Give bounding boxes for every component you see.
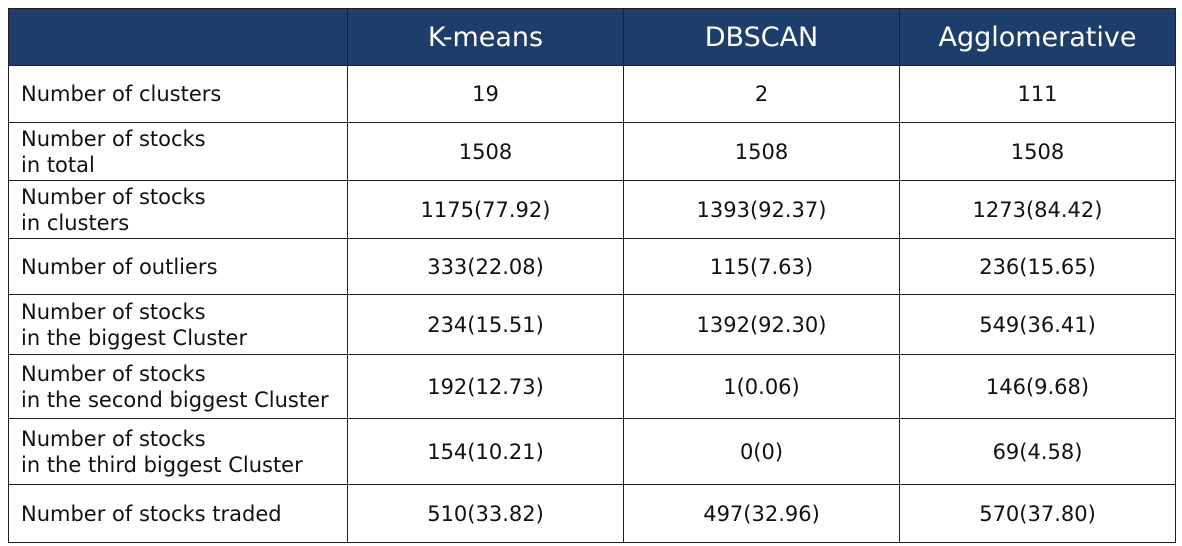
row-label: Number of stocks in clusters bbox=[8, 180, 348, 239]
row-label-line: Number of stocks bbox=[21, 426, 206, 451]
row-label: Number of stocks in the third biggest Cl… bbox=[8, 418, 348, 485]
row-label-line: Number of stocks bbox=[21, 126, 206, 151]
cell-agglomerative: 1508 bbox=[899, 122, 1176, 181]
row-label-line: Number of outliers bbox=[21, 254, 218, 279]
cell-dbscan: 1(0.06) bbox=[623, 354, 900, 419]
header-cell-agglomerative: Agglomerative bbox=[899, 8, 1176, 66]
row-label-line: Number of stocks bbox=[21, 184, 206, 209]
cell-dbscan: 497(32.96) bbox=[623, 484, 900, 543]
row-label-line: in clusters bbox=[21, 210, 130, 235]
table-row: Number of clusters 19 2 111 bbox=[8, 65, 1176, 123]
cell-dbscan: 0(0) bbox=[623, 418, 900, 485]
cell-dbscan: 115(7.63) bbox=[623, 238, 900, 295]
cell-agglomerative: 69(4.58) bbox=[899, 418, 1176, 485]
cell-agglomerative: 549(36.41) bbox=[899, 294, 1176, 355]
cell-agglomerative: 111 bbox=[899, 65, 1176, 123]
row-label-line: in total bbox=[21, 152, 95, 177]
row-label-line: Number of stocks bbox=[21, 299, 206, 324]
cell-kmeans: 234(15.51) bbox=[347, 294, 624, 355]
row-label: Number of outliers bbox=[8, 238, 348, 295]
row-label-line: Number of stocks traded bbox=[21, 501, 282, 526]
comparison-table: K-means DBSCAN Agglomerative Number of c… bbox=[8, 8, 1176, 543]
row-label-line: Number of clusters bbox=[21, 82, 222, 106]
cell-agglomerative: 236(15.65) bbox=[899, 238, 1176, 295]
row-label-line: in the third biggest Cluster bbox=[21, 452, 303, 477]
table-row: Number of outliers 333(22.08) 115(7.63) … bbox=[8, 238, 1176, 295]
row-label-line: in the biggest Cluster bbox=[21, 325, 248, 350]
cell-agglomerative: 146(9.68) bbox=[899, 354, 1176, 419]
table-row: Number of stocks in the third biggest Cl… bbox=[8, 418, 1176, 485]
header-cell-kmeans: K-means bbox=[347, 8, 624, 66]
cell-kmeans: 1508 bbox=[347, 122, 624, 181]
table-row: Number of stocks in total 1508 1508 1508 bbox=[8, 122, 1176, 181]
row-label: Number of stocks in the second biggest C… bbox=[8, 354, 348, 419]
cell-kmeans: 192(12.73) bbox=[347, 354, 624, 419]
row-label-line: Number of stocks bbox=[21, 361, 206, 386]
table-row: Number of stocks traded 510(33.82) 497(3… bbox=[8, 484, 1176, 543]
cell-kmeans: 333(22.08) bbox=[347, 238, 624, 295]
header-cell-dbscan: DBSCAN bbox=[623, 8, 900, 66]
row-label: Number of clusters bbox=[8, 65, 348, 123]
header-cell-empty bbox=[8, 8, 348, 66]
cell-agglomerative: 1273(84.42) bbox=[899, 180, 1176, 239]
table-row: Number of stocks in clusters 1175(77.92)… bbox=[8, 180, 1176, 239]
cell-kmeans: 1175(77.92) bbox=[347, 180, 624, 239]
cell-kmeans: 19 bbox=[347, 65, 624, 123]
row-label: Number of stocks in total bbox=[8, 122, 348, 181]
cell-kmeans: 154(10.21) bbox=[347, 418, 624, 485]
row-label-line: in the second biggest Cluster bbox=[21, 387, 329, 412]
cell-agglomerative: 570(37.80) bbox=[899, 484, 1176, 543]
cell-dbscan: 1392(92.30) bbox=[623, 294, 900, 355]
cell-dbscan: 1508 bbox=[623, 122, 900, 181]
cell-kmeans: 510(33.82) bbox=[347, 484, 624, 543]
row-label: Number of stocks in the biggest Cluster bbox=[8, 294, 348, 355]
row-label: Number of stocks traded bbox=[8, 484, 348, 543]
table-row: Number of stocks in the second biggest C… bbox=[8, 354, 1176, 419]
cell-dbscan: 1393(92.37) bbox=[623, 180, 900, 239]
cell-dbscan: 2 bbox=[623, 65, 900, 123]
table-row: Number of stocks in the biggest Cluster … bbox=[8, 294, 1176, 355]
header-row: K-means DBSCAN Agglomerative bbox=[8, 8, 1176, 66]
